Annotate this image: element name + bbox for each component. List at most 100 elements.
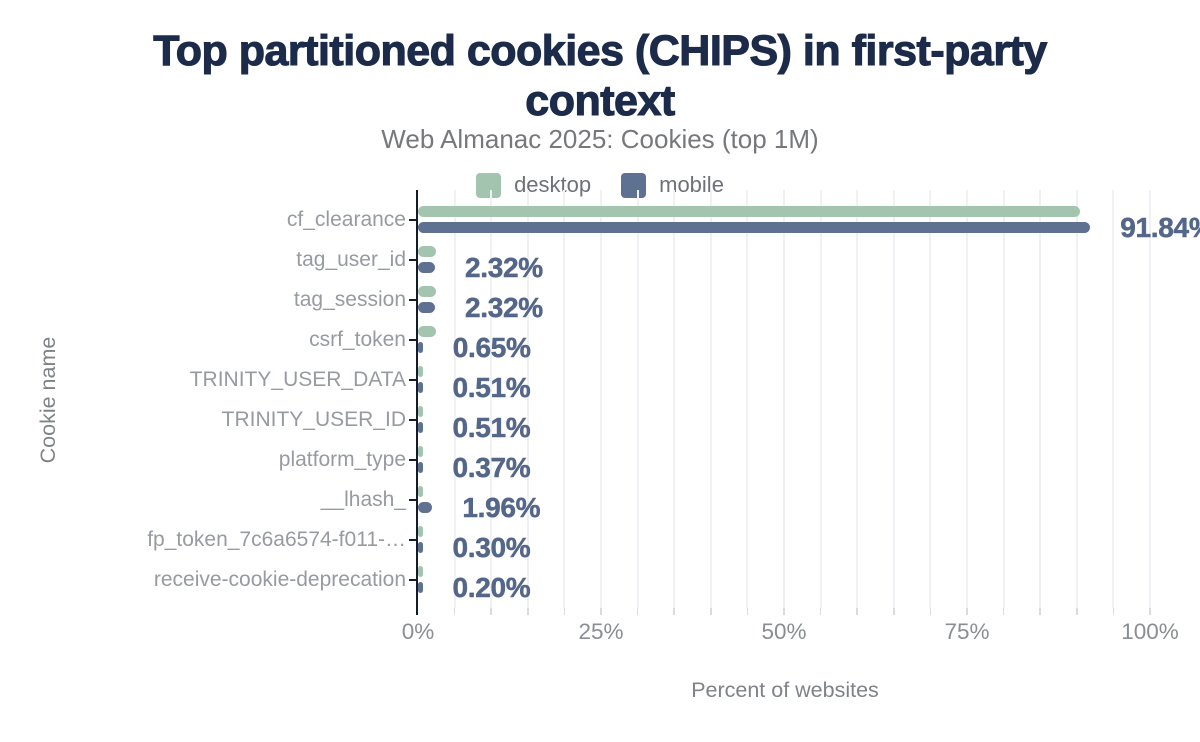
gridline [1112,190,1115,608]
mobile-swatch-icon [621,172,647,198]
bar-desktop [418,486,423,497]
y-axis-tick [409,578,417,582]
gridline [563,190,566,608]
gridline [526,190,529,608]
category-label: fp_token_7c6a6574-f011-… [147,528,406,551]
bar-desktop [418,366,423,377]
bar-mobile [418,262,435,273]
x-axis-tick [929,608,932,615]
value-label: 91.84% [1120,211,1200,243]
value-label: 0.30% [452,531,531,563]
bar-mobile [418,382,423,393]
y-axis-tick [409,538,417,542]
bar-desktop [418,246,437,257]
bar-desktop [418,566,423,577]
x-tick-label: 25% [578,619,624,644]
gridline [673,190,676,608]
x-axis-tick [746,608,749,615]
value-label: 0.20% [452,571,531,603]
value-label: 0.51% [452,371,531,403]
x-axis-tick [600,608,602,615]
x-axis-tick [1076,608,1078,615]
gridline [1149,190,1151,608]
x-axis-tick [1039,608,1041,615]
x-tick-label: 100% [1121,619,1179,644]
y-axis-tick [409,498,417,502]
x-axis-tick [636,608,639,615]
x-axis-title: Percent of websites [691,678,879,702]
x-tick-label: 50% [761,619,807,644]
chart-subtitle: Web Almanac 2025: Cookies (top 1M) [381,124,819,154]
x-axis-tick [819,608,822,615]
x-axis-tick [783,608,785,615]
gridline [746,190,749,608]
gridline [453,190,456,608]
bar-desktop [418,206,1080,217]
y-axis-tick [409,458,417,462]
y-axis-tick [409,298,417,302]
gridline [783,190,785,608]
category-label: cf_clearance [286,208,406,231]
y-axis-tick [409,378,417,382]
value-label: 0.65% [452,331,532,363]
bar-mobile [418,502,433,513]
bar-mobile [418,462,423,473]
gridline [856,190,859,608]
category-label: platform_type [278,448,406,471]
bar-desktop [418,526,423,537]
legend-item-mobile[interactable]: mobile [621,172,724,198]
value-label: 2.32% [464,291,544,323]
gridline [819,190,822,608]
bar-mobile [418,342,423,353]
x-tick-label: 0% [401,619,435,644]
x-axis-tick [856,608,858,615]
gridline [1002,190,1005,608]
x-axis-tick [673,608,675,615]
legend-label-desktop: desktop [514,172,592,197]
y-axis-tick [409,338,417,342]
gridline [709,190,712,608]
bar-desktop [418,406,423,417]
category-label: TRINITY_USER_DATA [189,368,406,391]
x-axis-tick [490,608,492,615]
bar-mobile [418,542,423,553]
x-axis-tick [893,608,895,615]
bar-desktop [418,286,437,297]
gridline [1075,190,1078,608]
gridline [892,190,895,608]
bar-mobile [418,302,435,313]
category-label: __lhash_ [320,488,406,511]
gridline [600,190,602,608]
category-label: receive-cookie-deprecation [153,568,406,591]
y-axis-title: Cookie name [36,336,60,464]
gridline [929,190,932,608]
x-axis-tick [453,608,456,615]
value-label: 0.51% [452,411,531,443]
bar-desktop [418,446,423,457]
bar-mobile [418,222,1091,233]
gridline [490,190,493,608]
gridline [966,190,968,608]
x-tick-label: 75% [944,619,990,644]
gridline [636,190,639,608]
x-axis-tick [563,608,566,615]
category-label: tag_user_id [296,248,406,271]
category-label: csrf_token [309,328,406,351]
category-label: TRINITY_USER_ID [221,408,406,431]
category-label: tag_session [293,288,406,311]
value-label: 1.96% [462,491,541,523]
x-axis-tick [1149,608,1151,615]
desktop-swatch-icon [476,172,502,198]
legend: desktop mobile [0,171,1200,199]
bar-mobile [418,422,423,433]
y-axis-tick [409,218,417,222]
x-axis-tick [1002,608,1005,615]
y-axis-tick [409,418,417,422]
legend-item-desktop[interactable]: desktop [476,172,591,198]
value-label: 0.37% [452,451,531,483]
x-axis-tick [966,608,968,615]
x-axis-tick [1112,608,1115,615]
bar-desktop [418,326,437,337]
value-label: 2.32% [464,251,544,283]
